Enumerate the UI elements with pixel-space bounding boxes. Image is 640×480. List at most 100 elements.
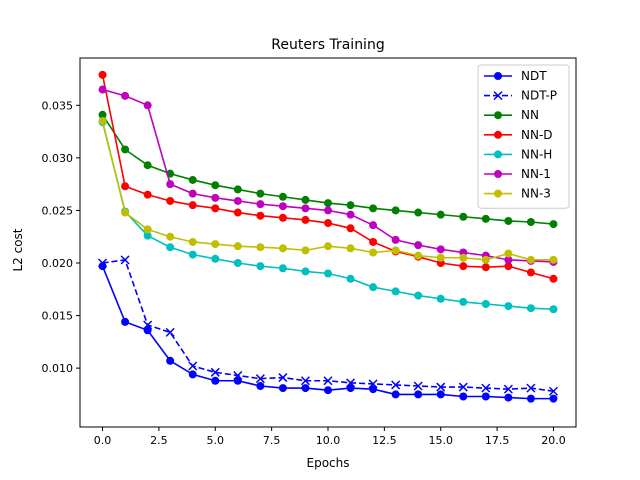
data-point-nn [98, 110, 107, 119]
data-point-nn-3 [166, 232, 175, 241]
data-point-ndt-p [210, 367, 220, 377]
x-axis-label: Epochs [307, 456, 350, 470]
data-point-ndt-p [255, 374, 265, 384]
data-point-ndt [481, 392, 490, 401]
data-point-ndt [369, 385, 378, 394]
data-point-nn-1 [414, 241, 423, 250]
x-tick-label: 2.5 [150, 434, 168, 447]
data-point-nn-d [459, 262, 468, 271]
data-point-ndt [211, 376, 220, 385]
data-point-nn-d [549, 274, 558, 283]
data-point-nn-h [436, 294, 445, 303]
y-tick-label: 0.015 [42, 310, 74, 323]
data-point-ndt-p [233, 370, 243, 381]
data-point-nn-h [278, 264, 287, 273]
y-tick-label: 0.020 [42, 257, 74, 270]
data-point-nn [121, 145, 130, 154]
data-point-nn-3 [436, 253, 445, 262]
legend-marker-nn-3 [494, 189, 502, 198]
data-point-nn [256, 189, 265, 198]
data-point-ndt-p [481, 383, 491, 393]
data-point-nn-h [391, 287, 400, 296]
legend: NDT NDT-P NN NN-D NN-H NN-1 NN-3 [477, 64, 570, 209]
legend-marker-nn-h [494, 150, 502, 159]
data-point-nn-3 [143, 225, 152, 234]
data-point-nn [369, 204, 378, 213]
data-point-nn-1 [211, 193, 220, 202]
data-point-nn-1 [346, 210, 355, 219]
data-point-ndt [436, 390, 445, 399]
y-axis-label: L2 cost [11, 228, 25, 271]
data-point-ndt [121, 317, 130, 326]
legend-label-nn-h: NN-H [521, 147, 552, 161]
data-point-ndt-p [368, 379, 378, 389]
data-point-nn-d [301, 215, 310, 224]
data-point-nn-h [549, 305, 558, 314]
data-point-nn-3 [391, 246, 400, 255]
x-tick-label: 10.0 [316, 434, 341, 447]
data-point-nn-1 [233, 196, 242, 205]
y-tick-label: 0.035 [42, 99, 74, 112]
data-point-ndt [256, 382, 265, 390]
data-point-nn-d [278, 213, 287, 222]
legend-marker-ndt-p [493, 91, 503, 101]
data-point-ndt [504, 393, 513, 402]
x-tick-label: 7.5 [263, 434, 281, 447]
legend-marker-ndt [494, 72, 502, 80]
data-point-nn [414, 208, 423, 217]
data-point-nn-d [504, 262, 513, 271]
data-point-nn-3 [233, 242, 242, 251]
data-point-ndt [526, 394, 535, 403]
data-point-ndt-p [346, 378, 356, 388]
data-point-nn-d [481, 263, 490, 272]
data-point-ndt-p [98, 258, 108, 268]
data-point-nn [233, 185, 242, 194]
data-point-nn-1 [98, 85, 107, 94]
data-point-nn-d [211, 204, 220, 213]
data-point-nn [188, 175, 197, 184]
legend-label-ndt-p: NDT-P [521, 89, 557, 103]
data-point-nn-d [166, 196, 175, 205]
data-point-nn [391, 206, 400, 215]
data-point-nn-3 [256, 243, 265, 252]
data-point-ndt-p [458, 382, 468, 392]
y-tick-label: 0.025 [42, 204, 74, 217]
y-tick-label: 0.030 [42, 152, 74, 165]
data-point-nn-d [121, 182, 130, 191]
data-point-nn-3 [369, 248, 378, 257]
legend-label-nn-d: NN-D [521, 128, 553, 142]
data-point-ndt-p [300, 376, 310, 386]
data-point-ndt [143, 326, 152, 335]
legend-label-nn: NN [521, 108, 539, 122]
data-point-nn-3 [211, 240, 220, 249]
data-point-nn-3 [188, 237, 197, 246]
x-tick-label: 20.0 [541, 434, 566, 447]
data-point-ndt-p [548, 386, 558, 396]
data-point-ndt [188, 370, 197, 379]
data-point-ndt-p [391, 380, 401, 390]
data-point-nn-3 [504, 249, 513, 258]
data-point-nn-1 [436, 245, 445, 254]
legend-marker-nn-d [494, 130, 502, 139]
data-point-nn-1 [391, 235, 400, 244]
data-point-nn-3 [526, 255, 535, 264]
data-point-nn [436, 210, 445, 219]
data-point-ndt [166, 356, 175, 365]
data-point-nn-h [301, 267, 310, 276]
data-point-ndt [391, 390, 400, 399]
legend-marker-nn-1 [494, 170, 502, 178]
data-point-nn-3 [98, 117, 107, 126]
data-point-nn-1 [324, 206, 332, 215]
data-point-nn-h [346, 274, 355, 283]
data-point-ndt [414, 390, 423, 399]
data-point-nn [549, 220, 558, 229]
data-point-nn-3 [324, 242, 332, 251]
data-point-nn-d [256, 211, 265, 220]
data-point-nn-1 [504, 255, 513, 264]
data-point-nn-h [188, 250, 197, 259]
data-point-nn-d [188, 201, 197, 210]
y-tick-label: 0.010 [42, 362, 74, 375]
data-point-nn-3 [414, 251, 423, 260]
data-point-ndt-p [436, 382, 446, 392]
data-point-nn-3 [481, 255, 490, 264]
